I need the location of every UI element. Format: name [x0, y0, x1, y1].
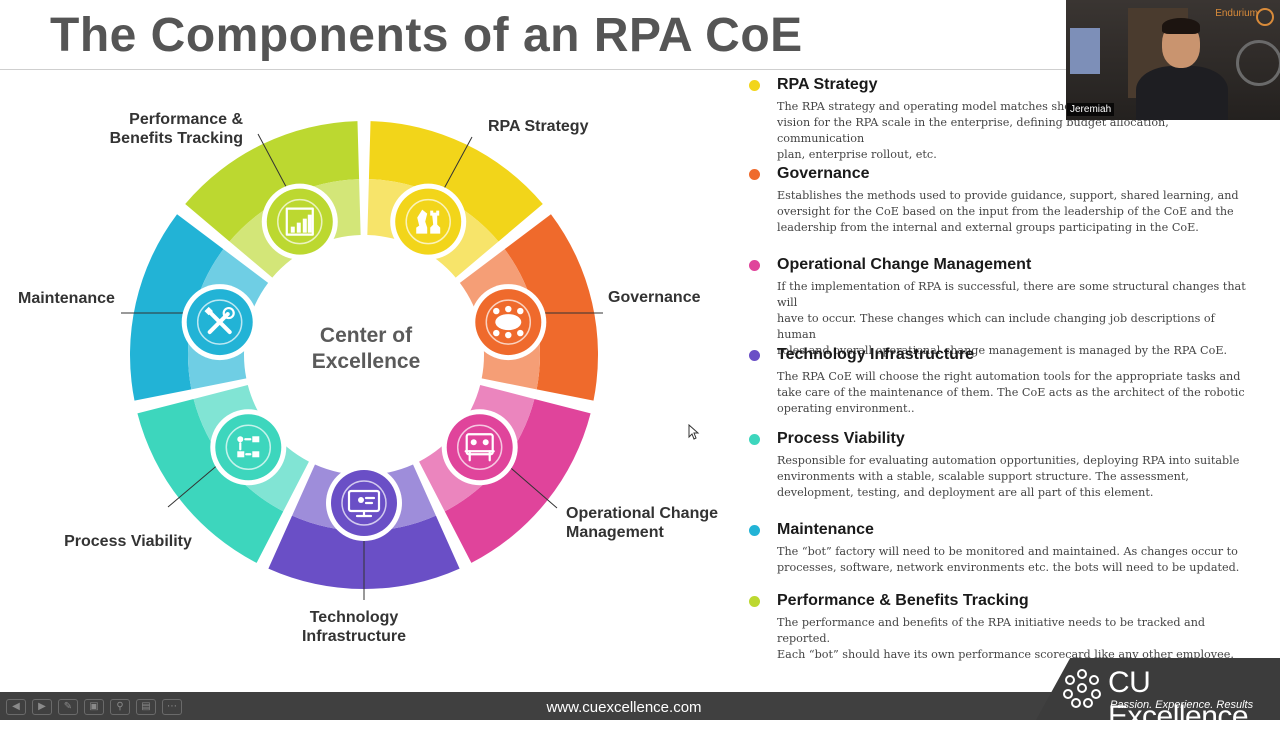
segment-label-governance: Governance	[608, 289, 701, 306]
mouse-cursor-icon	[688, 424, 700, 440]
description-line: If the implementation of RPA is successf…	[777, 280, 1246, 309]
component-governance: Governance Establishes the methods used t…	[746, 165, 1246, 236]
bicycle-wheel	[1236, 40, 1280, 86]
leader-line	[167, 462, 221, 508]
more-icon[interactable]: ⋯	[162, 699, 182, 715]
component-description: If the implementation of RPA is successf…	[777, 279, 1246, 359]
component-title: Maintenance	[777, 521, 874, 538]
pages-icon[interactable]: ▣	[84, 699, 104, 715]
description-line: environments with a stable, scalable sup…	[777, 470, 1189, 483]
component-description: The performance and benefits of the RPA …	[777, 615, 1246, 663]
chess-pieces-icon	[390, 183, 467, 260]
segment-maintenance	[130, 214, 224, 401]
wrench-screwdriver-icon	[181, 284, 258, 361]
description-line: have to occur. These changes which can i…	[777, 312, 1215, 341]
component-title: Process Viability	[777, 430, 905, 447]
bullet-icon	[749, 434, 760, 445]
presenter-video[interactable]: Endurium Jeremiah	[1066, 0, 1280, 120]
bullet-icon	[749, 260, 760, 271]
center-label-line1: Center of	[320, 324, 413, 347]
bullet-icon	[749, 350, 760, 361]
description-line: Each “bot” should have its own performan…	[777, 648, 1234, 661]
bullet-icon	[749, 169, 760, 180]
description-line: development, testing, and deployment are…	[777, 486, 1154, 499]
slide-toolbar: ◀ ▶ ✎ ▣ ⚲ ▤ ⋯	[6, 699, 182, 715]
component-process-viability: Process Viability Responsible for evaluat…	[746, 430, 1246, 501]
bullet-icon	[749, 596, 760, 607]
component-title: RPA Strategy	[777, 76, 878, 93]
endurium-logo-icon	[1256, 8, 1274, 26]
segment-governance	[504, 214, 598, 401]
component-title: Technology Infrastructure	[777, 346, 975, 363]
description-line: roles and overall operational change man…	[777, 344, 1228, 357]
description-line: The “bot” factory will need to be monito…	[777, 545, 1238, 558]
segment-performance	[185, 121, 360, 242]
description-line: vision for the RPA scale in the enterpri…	[777, 116, 1169, 145]
next-icon[interactable]: ▶	[32, 699, 52, 715]
description-line: The RPA CoE will choose the right automa…	[777, 370, 1241, 383]
presenter-name-tag: Jeremiah	[1067, 103, 1115, 116]
slide-title: The Components of an RPA CoE	[50, 9, 803, 62]
description-line: leadership from the internal and externa…	[777, 221, 1199, 234]
bullet-icon	[749, 525, 760, 536]
description-line: operating environment..	[777, 402, 915, 415]
coe-wheel-diagram: RPA Strategy Governance Operational Change…	[18, 111, 718, 645]
segment-label-performance: Benefits Tracking	[110, 130, 243, 147]
component-title: Governance	[777, 165, 870, 182]
presenter-hair	[1162, 18, 1200, 34]
segment-operational-change	[444, 398, 591, 563]
segment-label-process-viability: Process Viability	[64, 533, 192, 550]
segment-label-technology: Technology	[310, 609, 399, 626]
prev-icon[interactable]: ◀	[6, 699, 26, 715]
description-line: processes, software, network environment…	[777, 561, 1240, 574]
leader-line	[257, 133, 292, 197]
footer-url[interactable]: www.cuexcellence.com	[546, 699, 702, 716]
title-divider	[0, 69, 1070, 70]
segment-label-operational-change: Management	[566, 524, 664, 541]
segment-label-technology: Infrastructure	[302, 628, 406, 645]
description-line: take care of the maintenance of them. Th…	[777, 386, 1245, 399]
description-line: oversight for the CoE based on the input…	[777, 205, 1234, 218]
brand-banner	[1036, 658, 1280, 720]
zoom-icon[interactable]: ⚲	[110, 699, 130, 715]
bar-chart-icon	[261, 183, 338, 260]
subtitles-icon[interactable]: ▤	[136, 699, 156, 715]
component-title: Performance & Benefits Tracking	[777, 592, 1029, 609]
component-description: The “bot” factory will need to be monito…	[777, 544, 1246, 576]
segment-label-performance: Performance &	[129, 111, 243, 128]
description-line: plan, enterprise rollout, etc.	[777, 148, 937, 161]
segment-label-rpa-strategy: RPA Strategy	[488, 118, 589, 135]
component-operational-change: Operational Change Management If the impl…	[746, 256, 1246, 359]
component-description: Responsible for evaluating automation op…	[777, 453, 1246, 501]
component-description: The RPA CoE will choose the right automa…	[777, 369, 1246, 417]
component-maintenance: Maintenance The “bot” factory will need t…	[746, 521, 1246, 576]
center-label-line2: Excellence	[312, 350, 421, 373]
component-technology: Technology Infrastructure The RPA CoE wil…	[746, 346, 1246, 417]
brand-tagline: Passion. Experience. Results	[1110, 699, 1254, 711]
people-at-desk-icon	[441, 409, 518, 486]
component-description: Establishes the methods used to provide …	[777, 188, 1246, 236]
segment-process-viability	[137, 398, 284, 563]
wall-poster	[1070, 28, 1100, 74]
bullet-icon	[749, 80, 760, 91]
computer-monitor-icon	[326, 465, 402, 541]
component-performance: Performance & Benefits Tracking The perfo…	[746, 592, 1246, 663]
description-line: The performance and benefits of the RPA …	[777, 616, 1206, 645]
pen-icon[interactable]: ✎	[58, 699, 78, 715]
endurium-logo-text: Endurium	[1215, 8, 1258, 19]
meeting-table-icon	[470, 284, 547, 361]
segment-label-operational-change: Operational Change	[566, 505, 718, 522]
description-line: Responsible for evaluating automation op…	[777, 454, 1240, 467]
process-flow-icon	[210, 409, 287, 486]
leader-line	[504, 462, 558, 509]
segment-rpa-strategy	[368, 121, 543, 242]
description-line: Establishes the methods used to provide …	[777, 189, 1239, 202]
presenter-body	[1136, 66, 1228, 120]
cu-excellence-logo-icon	[1063, 669, 1101, 708]
component-title: Operational Change Management	[777, 256, 1032, 273]
leader-line	[439, 136, 473, 197]
segment-label-maintenance: Maintenance	[18, 290, 115, 307]
